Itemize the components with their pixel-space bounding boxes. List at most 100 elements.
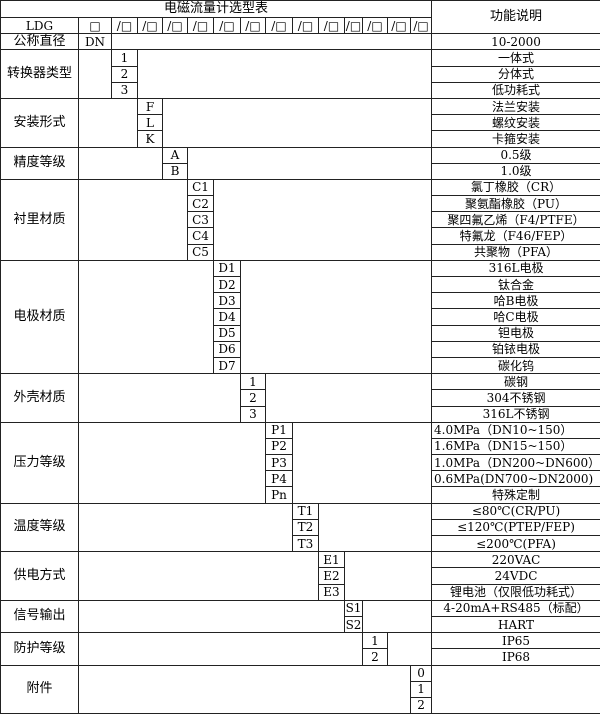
blank-cell bbox=[239, 259, 433, 375]
option-code: S2 bbox=[344, 615, 363, 634]
option-code: C4 bbox=[187, 227, 214, 245]
option-row: 压力等级 P1 4.0MPa（DN10~150） bbox=[0, 421, 600, 504]
nominal-diameter-row: 公称直径 DN 10-2000 bbox=[0, 33, 600, 51]
option-row: 防护等级 1 IP65 bbox=[0, 632, 600, 666]
blank-cell bbox=[431, 664, 600, 715]
title-row: 电磁流量计选型表 功能说明 bbox=[0, 0, 600, 35]
option-code: 2 bbox=[240, 389, 266, 407]
option-desc: 哈C电极 bbox=[431, 308, 600, 326]
option-code: P2 bbox=[265, 437, 293, 456]
blank-cell bbox=[78, 632, 363, 666]
option-desc: 聚氨酯橡胶（PU） bbox=[431, 195, 600, 213]
option-desc: 一体式 bbox=[431, 49, 600, 67]
option-desc: 法兰安装 bbox=[431, 97, 600, 116]
model-box: /□ bbox=[162, 16, 188, 35]
option-desc: 铂铱电极 bbox=[431, 340, 600, 358]
option-code: D2 bbox=[213, 275, 241, 294]
option-desc: HART bbox=[431, 615, 600, 634]
option-desc: 螺纹安装 bbox=[431, 114, 600, 132]
option-code: P4 bbox=[265, 470, 293, 488]
blank-cell bbox=[78, 178, 188, 261]
option-row: B 1.0级 bbox=[1, 162, 600, 180]
group-label: 外壳材质 bbox=[0, 373, 79, 423]
option-code: 2 bbox=[111, 65, 138, 83]
option-code: P1 bbox=[265, 421, 293, 439]
group-label: 衬里材质 bbox=[0, 178, 79, 261]
model-box: /□ bbox=[344, 16, 363, 35]
blank-cell bbox=[78, 502, 293, 553]
nominal-desc: 10-2000 bbox=[431, 33, 600, 51]
blank-cell bbox=[343, 551, 433, 601]
option-row: 供电方式 E1 220VAC bbox=[0, 551, 600, 601]
option-desc: 钽电极 bbox=[431, 324, 600, 342]
option-desc: 共聚物（PFA） bbox=[431, 243, 600, 261]
model-prefix: LDG bbox=[0, 16, 79, 35]
blank-cell bbox=[291, 421, 433, 504]
blank-cell bbox=[78, 49, 112, 99]
option-code: 1 bbox=[111, 49, 138, 67]
option-code: 1 bbox=[409, 680, 433, 698]
option-code: C2 bbox=[187, 195, 214, 213]
option-code: F bbox=[137, 97, 163, 116]
option-code: 2 bbox=[362, 648, 388, 666]
option-desc: 316L电极 bbox=[431, 259, 600, 278]
option-desc: 1.0级 bbox=[431, 162, 600, 180]
model-box: /□ bbox=[292, 16, 319, 35]
option-code: K bbox=[137, 130, 163, 148]
option-desc: 316L不锈钢 bbox=[431, 405, 600, 423]
option-code: 2 bbox=[409, 696, 433, 715]
blank-cell bbox=[78, 97, 138, 148]
model-box: /□ bbox=[111, 16, 138, 35]
option-code: C1 bbox=[187, 178, 214, 197]
option-desc: 4-20mA+RS485（标配） bbox=[431, 599, 600, 617]
blank-cell bbox=[264, 373, 433, 423]
nominal-code: DN bbox=[78, 33, 112, 51]
option-code: E1 bbox=[318, 551, 345, 569]
blank-cell bbox=[78, 664, 411, 715]
option-code: C3 bbox=[187, 211, 214, 229]
blank-cell bbox=[78, 551, 319, 601]
option-desc: 分体式 bbox=[431, 65, 600, 83]
group-label: 供电方式 bbox=[0, 551, 79, 601]
option-code: B bbox=[162, 162, 188, 180]
option-row: D6 铂铱电极 bbox=[1, 340, 600, 358]
option-desc: ≤200℃(PFA) bbox=[431, 534, 600, 553]
option-code: 3 bbox=[240, 405, 266, 423]
option-desc: ≤80℃(CR/PU) bbox=[431, 502, 600, 520]
option-code: T2 bbox=[292, 518, 319, 537]
blank-cell bbox=[212, 178, 433, 261]
option-row: E2 24VDC bbox=[1, 567, 600, 585]
option-desc: 锂电池（仅限低功耗式） bbox=[431, 583, 600, 601]
group-label: 信号输出 bbox=[0, 599, 79, 634]
model-box: /□ bbox=[187, 16, 214, 35]
option-code: D6 bbox=[213, 340, 241, 358]
model-box: /□ bbox=[213, 16, 241, 35]
option-code: S1 bbox=[344, 599, 363, 617]
option-row: 衬里材质 C1 氯丁橡胶（CR） bbox=[0, 178, 600, 261]
model-box: /□ bbox=[387, 16, 411, 35]
blank-cell bbox=[361, 599, 433, 634]
function-header: 功能说明 bbox=[431, 0, 600, 35]
option-code: D5 bbox=[213, 324, 241, 342]
option-row: P3 1.0MPa（DN200~DN600） bbox=[1, 454, 600, 472]
blank-cell bbox=[386, 632, 433, 666]
option-code: 0 bbox=[409, 664, 433, 682]
model-box: /□ bbox=[318, 16, 345, 35]
option-desc: 低功耗式 bbox=[431, 81, 600, 99]
option-code: L bbox=[137, 114, 163, 132]
blank-cell bbox=[136, 49, 433, 99]
option-row: T3 ≤200℃(PFA) bbox=[1, 534, 600, 553]
group-label: 温度等级 bbox=[0, 502, 79, 553]
blank-cell bbox=[78, 373, 241, 423]
option-desc: 1.6MPa（DN15~150） bbox=[431, 437, 600, 456]
group-label: 精度等级 bbox=[0, 146, 79, 180]
option-code: T1 bbox=[292, 502, 319, 520]
blank-cell bbox=[78, 146, 163, 180]
model-box: /□ bbox=[362, 16, 388, 35]
option-desc: 氯丁橡胶（CR） bbox=[431, 178, 600, 197]
option-row: 精度等级 A 0.5级 bbox=[0, 146, 600, 180]
option-desc: 0.6MPa(DN700~DN2000) bbox=[431, 470, 600, 488]
option-row: 转换器类型 1 一体式 bbox=[0, 49, 600, 99]
option-desc: ≤120℃(PTEP/FEP) bbox=[431, 518, 600, 537]
